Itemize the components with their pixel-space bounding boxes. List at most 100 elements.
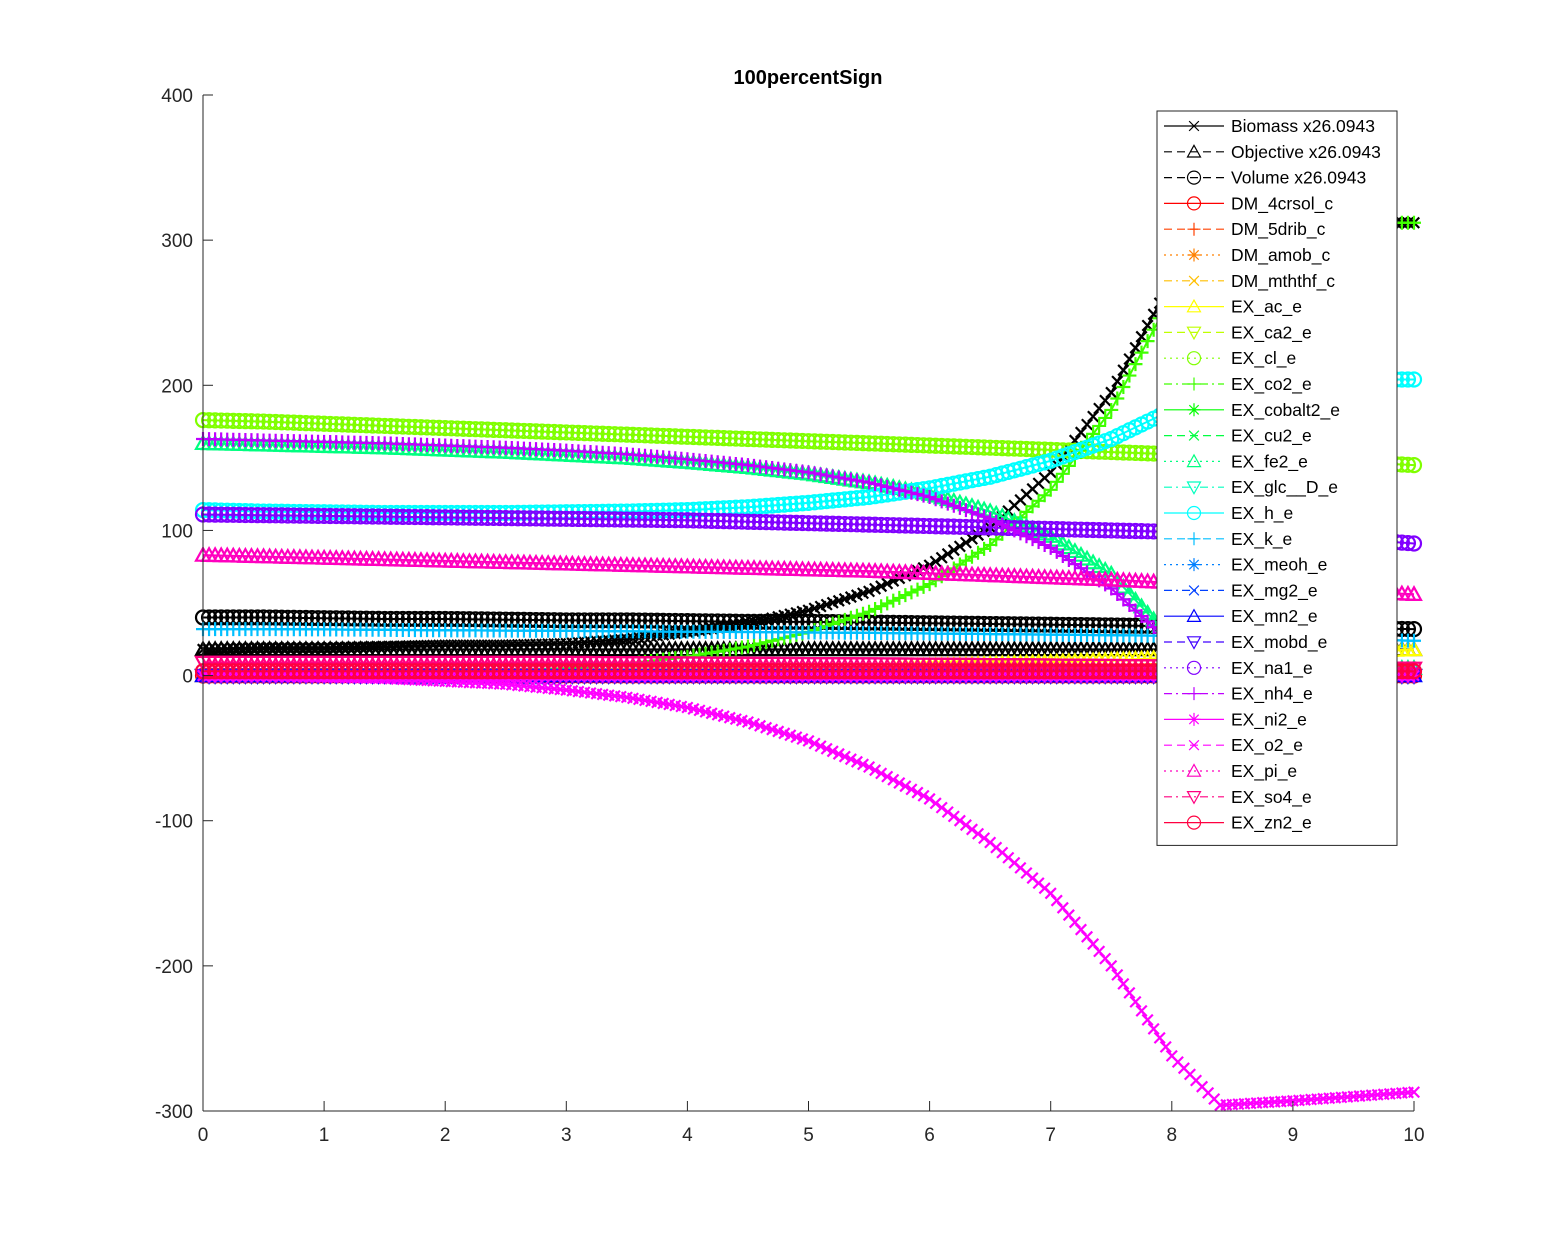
- data-point: [309, 415, 327, 432]
- data-point: [237, 413, 254, 430]
- data-point: [770, 431, 787, 449]
- data-point: [1093, 402, 1106, 415]
- data-point: [842, 490, 859, 507]
- data-point: [875, 580, 888, 593]
- data-point: [951, 438, 968, 455]
- data-point: [1115, 444, 1132, 461]
- data-point: [957, 473, 975, 490]
- data-point: [879, 435, 896, 453]
- data-point: [1111, 375, 1124, 388]
- data-point: [443, 420, 460, 437]
- data-point: [655, 427, 672, 445]
- data-point: [231, 412, 248, 430]
- data-point: [243, 413, 260, 430]
- data-point: [891, 436, 908, 453]
- data-point: [965, 532, 979, 545]
- chart-title: 100percentSign: [734, 67, 883, 89]
- data-point: [346, 416, 363, 433]
- data-point: [437, 420, 454, 437]
- data-point: [975, 469, 993, 486]
- data-point: [1087, 410, 1100, 423]
- data-point: [1081, 418, 1094, 431]
- data-point: [1133, 445, 1150, 462]
- data-point: [1018, 440, 1035, 458]
- data-point: [570, 424, 587, 441]
- data-point: [806, 494, 823, 511]
- data-point: [860, 488, 878, 506]
- data-point: [751, 498, 769, 515]
- data-point: [255, 413, 272, 430]
- data-point: [916, 579, 931, 594]
- data-point: [959, 536, 972, 549]
- data-point: [273, 414, 290, 431]
- data-point: [582, 425, 599, 442]
- data-point: [709, 429, 726, 446]
- data-point: [1140, 334, 1155, 349]
- data-point: [721, 430, 738, 447]
- data-point: [431, 419, 448, 436]
- data-point: [564, 424, 581, 441]
- data-point: [782, 432, 799, 449]
- data-point: [455, 420, 472, 437]
- data-point: [854, 435, 872, 452]
- data-point: [806, 433, 823, 450]
- data-point: [1121, 444, 1138, 461]
- data-point: [885, 436, 902, 453]
- data-point: [739, 430, 757, 448]
- data-point: [975, 439, 993, 456]
- data-point: [1024, 441, 1041, 458]
- data-point: [533, 423, 551, 440]
- data-point: [824, 492, 841, 509]
- data-point: [933, 477, 950, 495]
- data-point: [1099, 394, 1112, 407]
- data-point: [703, 429, 720, 446]
- data-point: [1128, 357, 1143, 372]
- data-point: [927, 437, 944, 454]
- data-point: [1049, 474, 1064, 489]
- data-point: [606, 426, 623, 443]
- data-point: [945, 438, 962, 455]
- data-point: [370, 417, 387, 434]
- data-point: [963, 472, 981, 489]
- data-point: [836, 434, 853, 451]
- data-point: [869, 582, 882, 595]
- data-point: [909, 436, 926, 454]
- data-point: [868, 601, 883, 616]
- data-point: [854, 489, 872, 506]
- data-point: [812, 493, 829, 510]
- data-point: [867, 435, 884, 452]
- data-point: [418, 419, 436, 436]
- data-point: [267, 413, 284, 431]
- data-point: [612, 426, 629, 443]
- data-point: [969, 439, 987, 456]
- data-point: [1104, 402, 1119, 417]
- data-point: [1122, 368, 1137, 383]
- data-point: [303, 415, 321, 432]
- data-point: [1105, 386, 1118, 399]
- data-point: [892, 590, 907, 605]
- data-point: [727, 430, 744, 447]
- data-point: [794, 432, 811, 450]
- data-point: [745, 431, 763, 448]
- data-point: [843, 610, 858, 625]
- data-point: [794, 495, 811, 512]
- data-point: [1110, 391, 1125, 406]
- data-point: [279, 414, 296, 431]
- data-point: [898, 588, 913, 603]
- data-point: [540, 423, 557, 440]
- data-point: [788, 432, 805, 449]
- data-point: [1000, 440, 1017, 457]
- data-point: [479, 421, 496, 438]
- data-point: [818, 433, 835, 450]
- data-point: [412, 419, 430, 436]
- data-point: [849, 608, 864, 623]
- data-point: [679, 428, 696, 445]
- data-point: [921, 437, 938, 454]
- data-point: [951, 474, 968, 491]
- data-point: [515, 422, 533, 440]
- data-point: [364, 417, 381, 434]
- data-point: [297, 414, 315, 432]
- data-point: [503, 422, 520, 439]
- data-point: [261, 413, 278, 430]
